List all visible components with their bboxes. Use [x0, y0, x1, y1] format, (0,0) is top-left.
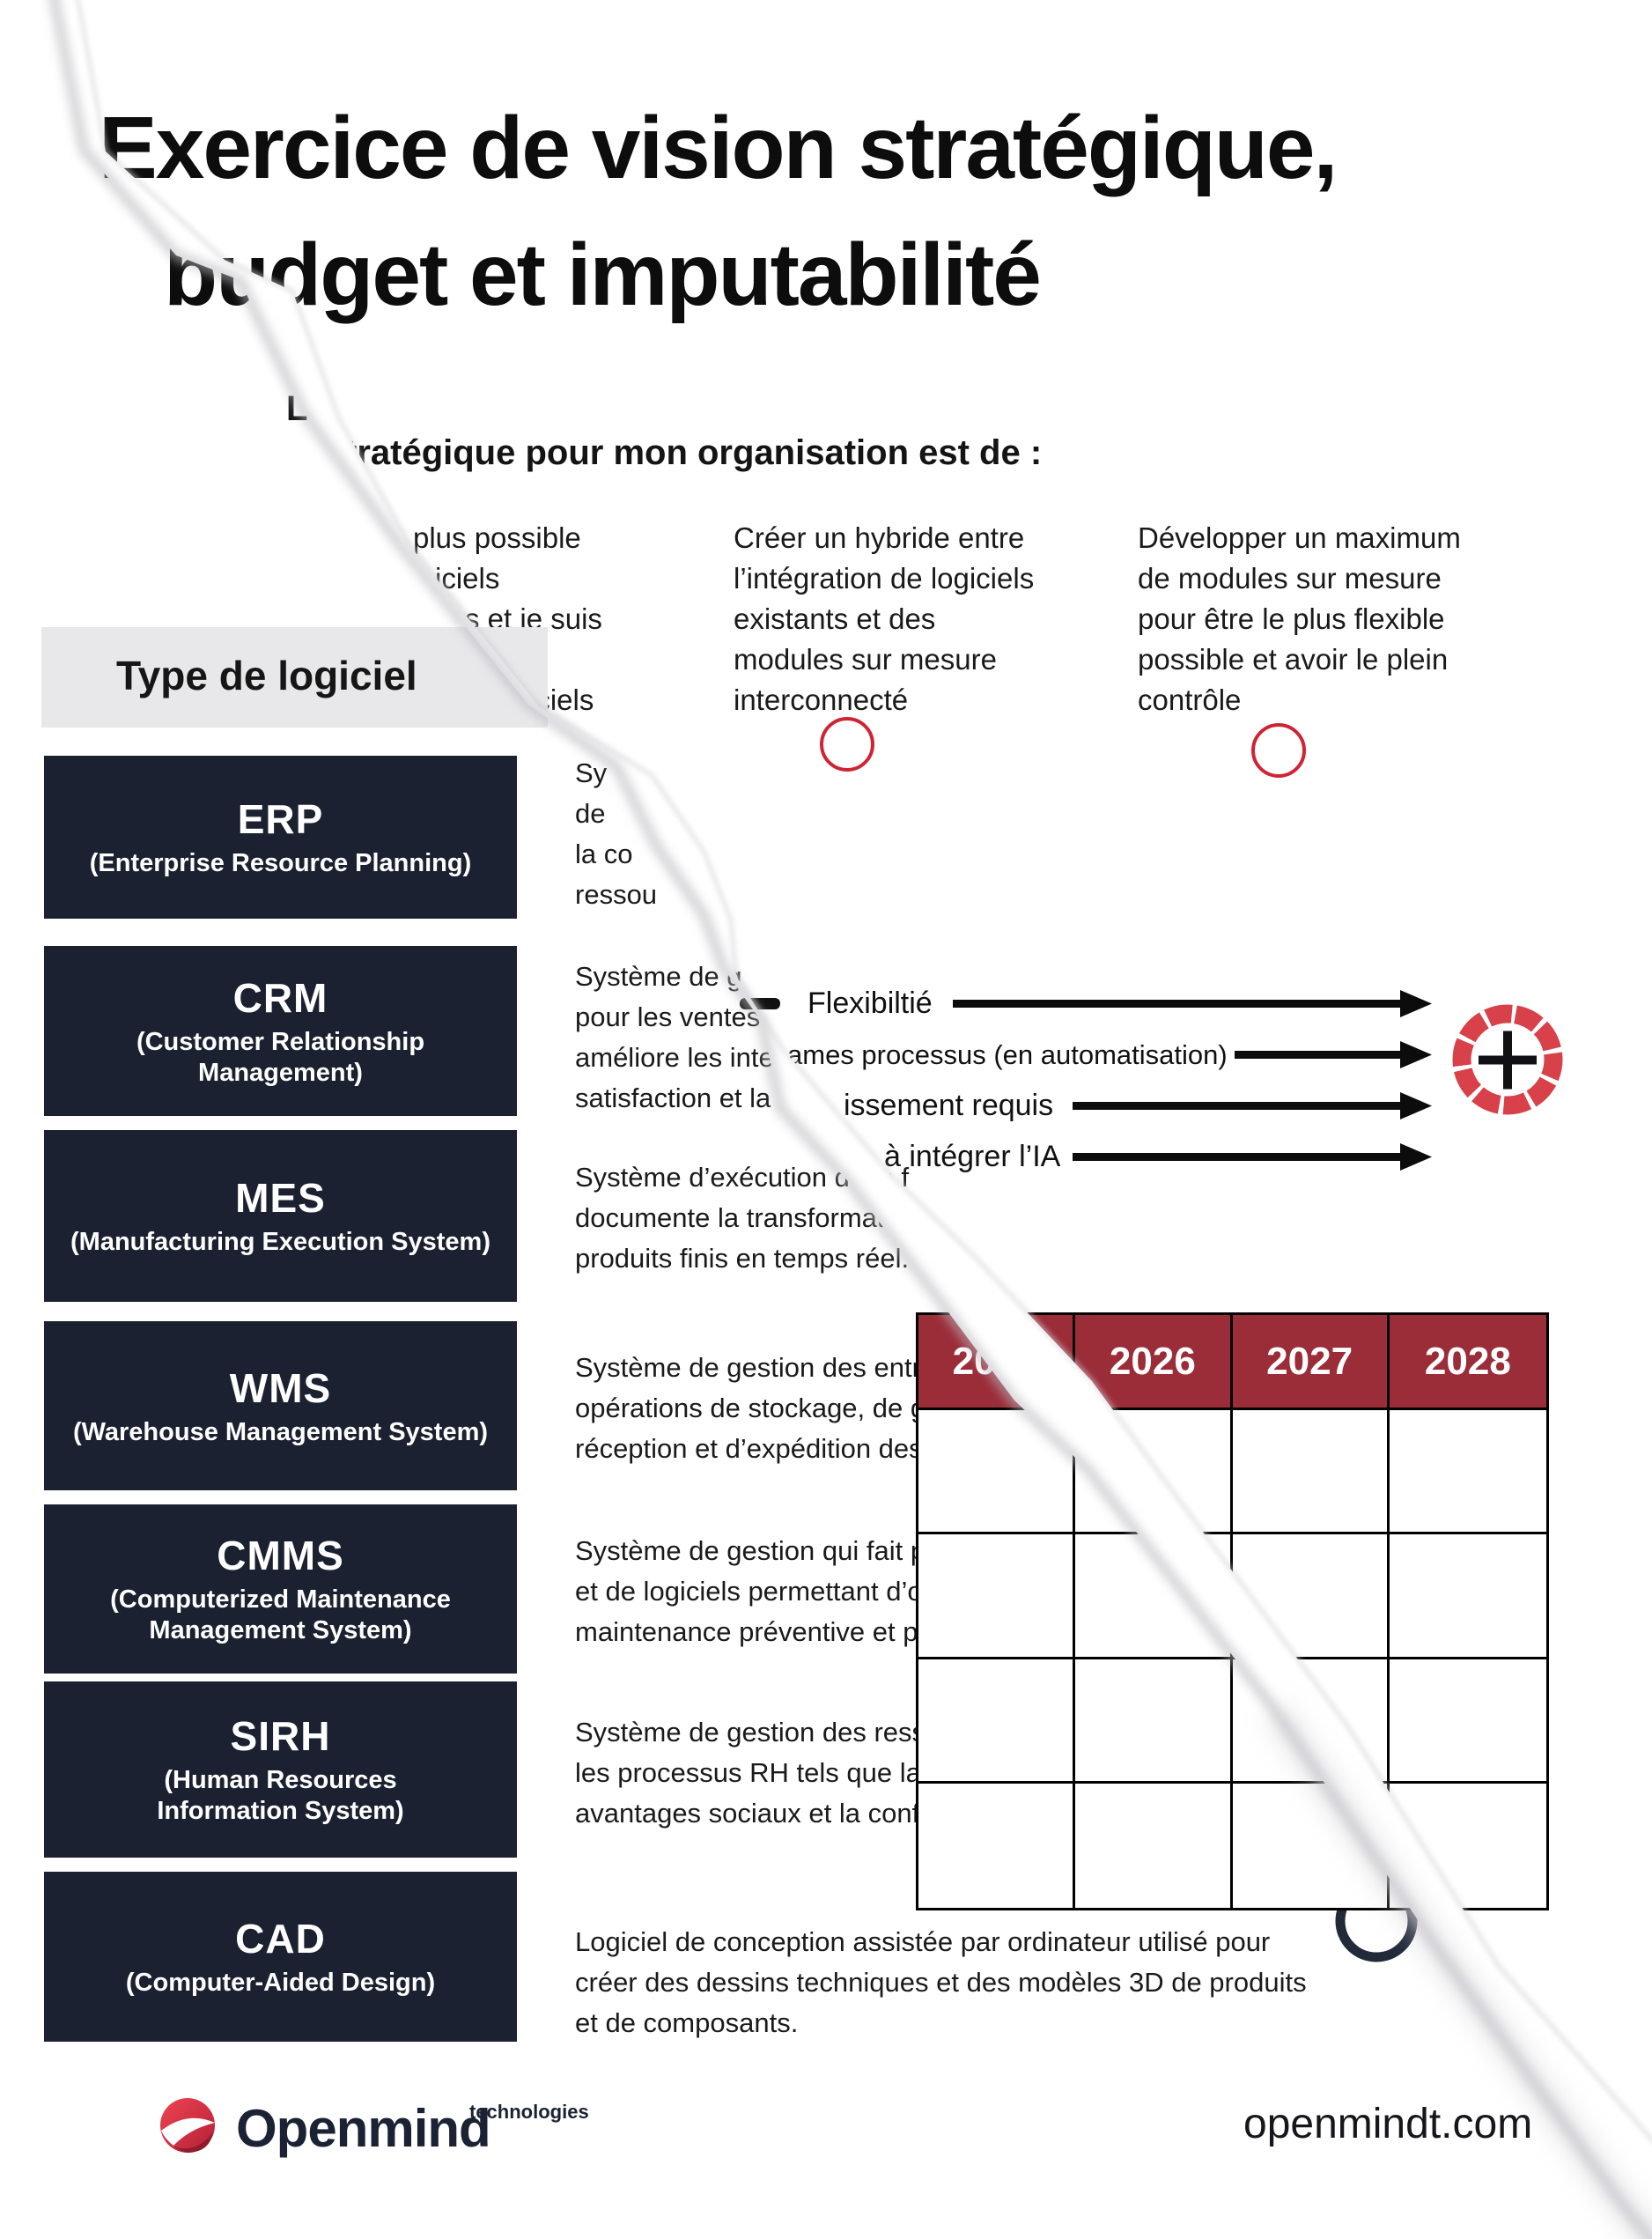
ai-arrow	[1073, 1143, 1432, 1171]
investment-arrow	[1073, 1092, 1432, 1120]
year-header-2025: 2025	[918, 1315, 1076, 1410]
year-header-2027: 2027	[1232, 1315, 1390, 1410]
table-cell[interactable]	[1075, 1534, 1233, 1659]
table-cell[interactable]	[1075, 1659, 1233, 1784]
table-cell[interactable]	[918, 1534, 1076, 1659]
option2-radio-circle[interactable]	[820, 717, 874, 772]
table-cell[interactable]	[918, 1783, 1076, 1908]
table-cell[interactable]	[1075, 1410, 1233, 1535]
openmind-logo-icon	[160, 2098, 215, 2153]
plus-target-icon[interactable]	[1452, 1004, 1563, 1115]
table-cell[interactable]	[1232, 1783, 1390, 1908]
footer-brand-name: Openmind	[236, 2099, 491, 2158]
processes-arrow	[1235, 1041, 1432, 1068]
table-cell[interactable]	[918, 1410, 1076, 1535]
footer-brand-suffix: technologies	[469, 2101, 589, 2123]
flexibility-arrow	[953, 990, 1432, 1017]
table-cell[interactable]	[1389, 1410, 1546, 1535]
budget-years-table: 2025 2026 2027 2028	[916, 1312, 1549, 1910]
year-header-2028: 2028	[1389, 1315, 1546, 1410]
table-cell[interactable]	[1232, 1659, 1390, 1784]
footer-website[interactable]: openmindt.com	[1243, 2101, 1533, 2147]
table-cell[interactable]	[1232, 1410, 1390, 1535]
arrow-tail-fragment	[740, 998, 780, 1009]
table-cell[interactable]	[1075, 1783, 1233, 1908]
table-cell[interactable]	[1389, 1783, 1546, 1908]
option3-radio-circle[interactable]	[1251, 723, 1306, 778]
table-cell[interactable]	[1389, 1534, 1546, 1659]
year-header-2026: 2026	[1075, 1315, 1233, 1410]
table-cell[interactable]	[1232, 1534, 1390, 1659]
table-cell[interactable]	[1389, 1659, 1546, 1784]
table-cell[interactable]	[918, 1659, 1076, 1784]
